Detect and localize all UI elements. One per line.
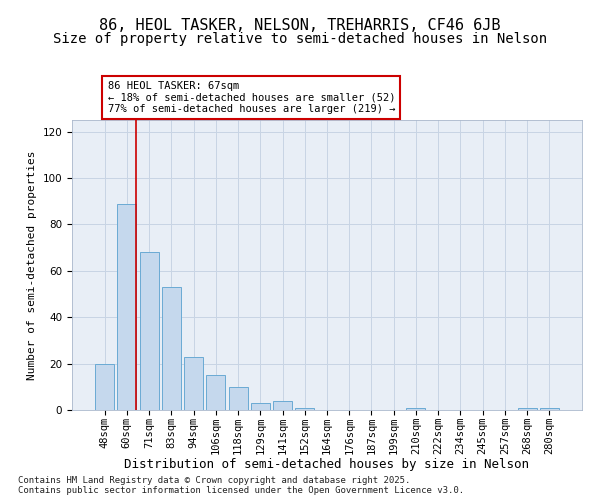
Bar	[162, 287, 181, 410]
Bar	[251, 403, 270, 410]
Bar	[118, 204, 136, 410]
Bar	[518, 408, 536, 410]
Text: Contains HM Land Registry data © Crown copyright and database right 2025.
Contai: Contains HM Land Registry data © Crown c…	[18, 476, 464, 495]
Y-axis label: Number of semi-detached properties: Number of semi-detached properties	[27, 150, 37, 380]
Text: 86, HEOL TASKER, NELSON, TREHARRIS, CF46 6JB: 86, HEOL TASKER, NELSON, TREHARRIS, CF46…	[99, 18, 501, 32]
Bar	[295, 408, 314, 410]
Bar	[206, 375, 225, 410]
Bar	[184, 356, 203, 410]
Bar	[140, 252, 158, 410]
Bar	[95, 364, 114, 410]
Bar	[229, 387, 248, 410]
Text: 86 HEOL TASKER: 67sqm
← 18% of semi-detached houses are smaller (52)
77% of semi: 86 HEOL TASKER: 67sqm ← 18% of semi-deta…	[108, 81, 395, 114]
Bar	[540, 408, 559, 410]
Text: Size of property relative to semi-detached houses in Nelson: Size of property relative to semi-detach…	[53, 32, 547, 46]
X-axis label: Distribution of semi-detached houses by size in Nelson: Distribution of semi-detached houses by …	[125, 458, 530, 471]
Bar	[406, 408, 425, 410]
Bar	[273, 400, 292, 410]
